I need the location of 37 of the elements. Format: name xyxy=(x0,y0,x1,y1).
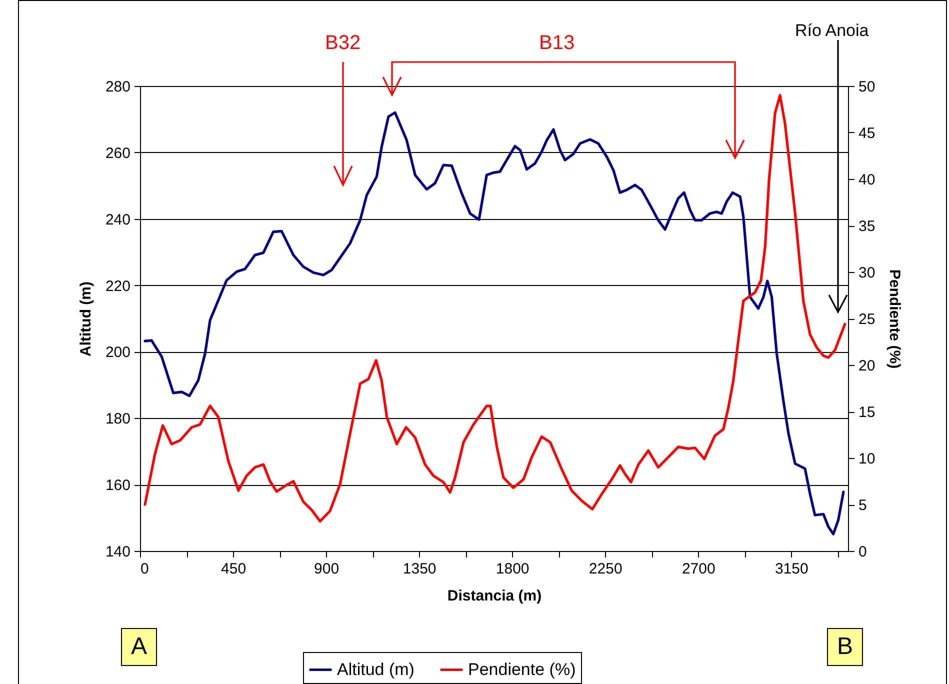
x-axis-title: Distancia (m) xyxy=(447,588,542,604)
text: Río Anoia xyxy=(795,21,869,40)
text: B32 xyxy=(325,32,361,54)
text: B xyxy=(827,628,863,666)
x-tick-label: 3150 xyxy=(774,560,808,578)
y2-tick-label: 45 xyxy=(858,125,876,142)
y2-tick-label: 0 xyxy=(858,544,867,560)
x-tick-label: 2250 xyxy=(588,560,622,578)
y-tick-label: 200 xyxy=(105,344,130,362)
x-tick-label: 1350 xyxy=(402,560,436,578)
y2-tick-label: 35 xyxy=(858,218,876,235)
legend-label: Pendiente (%) xyxy=(468,660,576,679)
y2-tick-label: 20 xyxy=(858,358,876,374)
x-tick-label: 1800 xyxy=(496,560,530,578)
y-axis-title: Altitud (m) xyxy=(77,282,94,356)
y2-tick-label: 5 xyxy=(858,497,867,514)
y2-tick-label: 50 xyxy=(858,78,876,96)
legend-label: Altitud (m) xyxy=(337,660,414,679)
y-tick-label: 140 xyxy=(105,544,130,560)
y2-tick-label: 15 xyxy=(858,404,876,421)
text: A xyxy=(121,628,157,666)
y-tick-label: 280 xyxy=(105,78,130,96)
text: B13 xyxy=(539,32,575,54)
y2-tick-label: 10 xyxy=(858,450,876,468)
x-tick-label: 2700 xyxy=(682,560,716,578)
y2-axis-title: Pendiente (%) xyxy=(886,269,904,369)
y2-tick-label: 30 xyxy=(858,264,876,282)
x-tick-label: 450 xyxy=(221,560,246,578)
y2-tick-label: 25 xyxy=(858,311,876,328)
x-tick-label: 0 xyxy=(140,560,149,578)
y-tick-label: 240 xyxy=(105,211,130,228)
y2-tick-label: 40 xyxy=(858,172,876,188)
y-tick-label: 180 xyxy=(105,410,130,428)
y-tick-label: 160 xyxy=(105,477,130,494)
x-tick-label: 900 xyxy=(314,560,340,578)
y-tick-label: 220 xyxy=(105,278,130,295)
y-tick-label: 260 xyxy=(105,144,130,162)
